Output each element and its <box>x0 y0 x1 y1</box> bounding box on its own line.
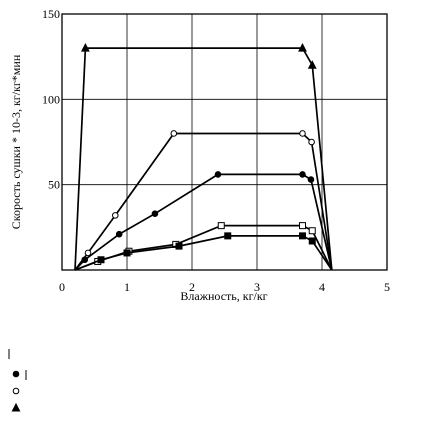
data-point <box>214 171 222 178</box>
data-point <box>217 222 225 230</box>
data-point <box>308 237 316 245</box>
series-filled-circle <box>74 171 333 271</box>
data-point <box>170 130 178 137</box>
legend-marker <box>11 402 21 412</box>
data-point <box>299 171 306 178</box>
data-point <box>308 138 315 146</box>
data-point <box>84 249 92 257</box>
series-filled-triangle <box>74 43 333 271</box>
series-filled-square <box>74 232 333 271</box>
tick-labels: 0 1 2 3 4 5 50 100 150 <box>42 7 390 294</box>
data-point <box>123 249 131 257</box>
data-point <box>299 130 306 137</box>
data-point <box>299 232 306 240</box>
y-tick-label: 100 <box>42 92 60 106</box>
data-point <box>307 176 315 183</box>
legend-markers <box>8 349 27 412</box>
y-tick-label: 150 <box>42 7 60 21</box>
data-point <box>112 212 119 219</box>
series-open-square <box>74 222 333 271</box>
series-line <box>74 132 333 271</box>
x-tick-label: 4 <box>319 280 325 294</box>
series-open-circle <box>74 130 333 271</box>
x-tick-label: 0 <box>59 280 65 294</box>
x-axis-label: Влажность, кг/кг <box>180 289 267 303</box>
series-line <box>74 224 333 271</box>
data-point <box>175 242 183 250</box>
grid <box>62 14 387 270</box>
data-point <box>151 210 159 217</box>
y-axis-label: Скорость сушки * 10-3, кг/кг*мин <box>9 54 23 229</box>
series-group <box>74 43 333 271</box>
legend-marker <box>12 387 20 395</box>
data-point <box>307 60 317 69</box>
x-tick-label: 3 <box>254 280 260 294</box>
x-tick-label: 2 <box>189 280 195 294</box>
data-point <box>308 227 316 235</box>
data-point <box>81 256 89 264</box>
x-tick-label: 5 <box>384 280 390 294</box>
y-tick-label: 50 <box>48 178 60 192</box>
data-point <box>224 232 232 240</box>
plot-frame <box>61 13 388 271</box>
data-point <box>97 256 105 264</box>
data-point <box>80 43 90 52</box>
series-line <box>74 235 333 271</box>
data-point <box>298 43 307 52</box>
x-tick-label: 1 <box>124 280 130 294</box>
data-point <box>115 230 123 238</box>
legend-marker <box>12 370 20 378</box>
data-point <box>299 222 306 230</box>
